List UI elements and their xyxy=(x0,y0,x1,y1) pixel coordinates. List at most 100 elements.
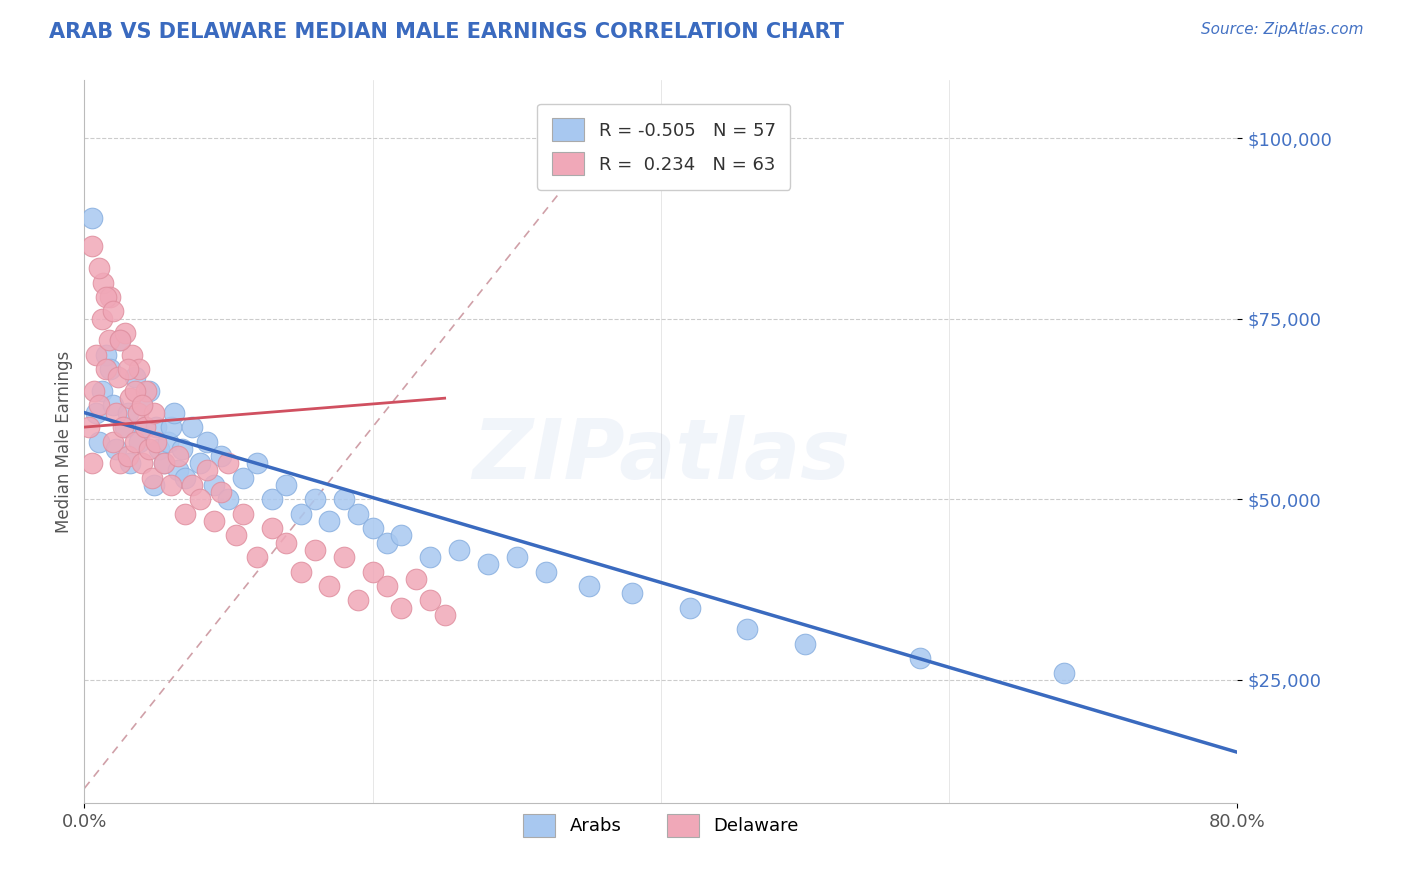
Point xyxy=(94,290,117,304)
Point xyxy=(1053,665,1076,680)
Point xyxy=(84,406,107,420)
Point xyxy=(232,470,254,484)
Point xyxy=(304,542,326,557)
Point xyxy=(152,456,174,470)
Point xyxy=(124,369,146,384)
Point xyxy=(135,384,157,398)
Point xyxy=(737,623,759,637)
Point xyxy=(318,579,340,593)
Point xyxy=(105,406,128,420)
Point xyxy=(98,362,121,376)
Point xyxy=(97,334,120,348)
Point xyxy=(375,579,398,593)
Point xyxy=(347,507,370,521)
Point xyxy=(433,607,456,622)
Point xyxy=(347,593,370,607)
Point xyxy=(163,406,186,420)
Point xyxy=(181,478,204,492)
Text: ZIPatlas: ZIPatlas xyxy=(472,416,849,497)
Point xyxy=(218,456,240,470)
Point xyxy=(290,507,312,521)
Point xyxy=(120,391,142,405)
Point xyxy=(142,406,165,420)
Point xyxy=(391,600,413,615)
Point xyxy=(794,637,817,651)
Point xyxy=(107,369,129,384)
Point xyxy=(94,348,117,362)
Point xyxy=(138,384,160,398)
Point xyxy=(506,550,529,565)
Text: Source: ZipAtlas.com: Source: ZipAtlas.com xyxy=(1201,22,1364,37)
Text: ARAB VS DELAWARE MEDIAN MALE EARNINGS CORRELATION CHART: ARAB VS DELAWARE MEDIAN MALE EARNINGS CO… xyxy=(49,22,844,42)
Point xyxy=(391,528,413,542)
Point xyxy=(419,593,441,607)
Point xyxy=(148,442,170,456)
Point xyxy=(246,550,269,565)
Point xyxy=(90,384,112,398)
Point xyxy=(195,463,218,477)
Point xyxy=(80,239,103,253)
Point xyxy=(679,600,702,615)
Point xyxy=(333,550,356,565)
Point xyxy=(361,565,384,579)
Point xyxy=(152,456,174,470)
Point xyxy=(477,558,499,572)
Point xyxy=(276,535,298,549)
Point xyxy=(83,384,105,398)
Point xyxy=(110,334,132,348)
Point xyxy=(225,528,247,542)
Point xyxy=(910,651,932,665)
Point xyxy=(195,434,218,449)
Point xyxy=(98,290,121,304)
Point xyxy=(127,406,149,420)
Point xyxy=(121,348,143,362)
Point xyxy=(188,492,211,507)
Point xyxy=(578,579,600,593)
Point xyxy=(114,326,136,340)
Point xyxy=(318,514,340,528)
Point xyxy=(105,442,128,456)
Point xyxy=(134,420,156,434)
Point xyxy=(209,449,232,463)
Point xyxy=(160,420,183,434)
Point xyxy=(84,348,107,362)
Point xyxy=(134,420,156,434)
Point xyxy=(117,362,139,376)
Point xyxy=(260,521,283,535)
Point xyxy=(333,492,356,507)
Point xyxy=(375,535,398,549)
Point xyxy=(91,276,114,290)
Point xyxy=(128,362,150,376)
Point xyxy=(290,565,312,579)
Point xyxy=(145,420,167,434)
Point xyxy=(131,398,153,412)
Point xyxy=(131,398,153,412)
Point xyxy=(419,550,441,565)
Point xyxy=(276,478,298,492)
Point xyxy=(87,261,110,276)
Y-axis label: Median Male Earnings: Median Male Earnings xyxy=(55,351,73,533)
Point xyxy=(103,398,124,412)
Point xyxy=(112,420,135,434)
Point xyxy=(110,456,132,470)
Point xyxy=(131,456,153,470)
Point xyxy=(142,478,165,492)
Point xyxy=(94,362,117,376)
Point xyxy=(117,449,139,463)
Point xyxy=(209,485,232,500)
Point xyxy=(232,507,254,521)
Point xyxy=(128,434,150,449)
Point xyxy=(361,521,384,535)
Point xyxy=(138,442,160,456)
Point xyxy=(90,311,112,326)
Point xyxy=(117,406,139,420)
Point xyxy=(304,492,326,507)
Point xyxy=(87,434,110,449)
Point xyxy=(172,442,194,456)
Point xyxy=(405,572,427,586)
Point xyxy=(114,420,136,434)
Legend: Arabs, Delaware: Arabs, Delaware xyxy=(516,806,806,845)
Point xyxy=(156,434,179,449)
Point xyxy=(77,420,100,434)
Point xyxy=(160,478,183,492)
